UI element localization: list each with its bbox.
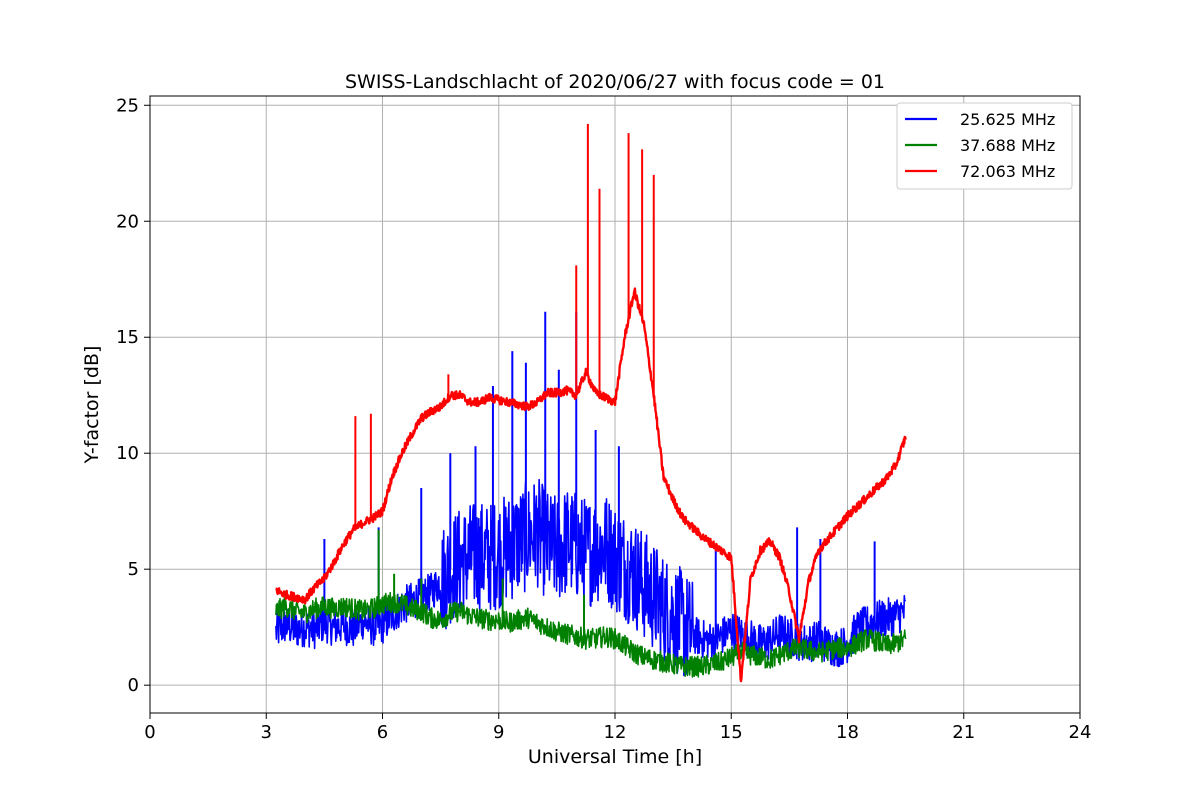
series-line bbox=[275, 591, 907, 678]
x-tick-label: 24 bbox=[1069, 722, 1092, 743]
x-tick-label: 9 bbox=[493, 722, 504, 743]
y-tick-label: 25 bbox=[116, 95, 139, 116]
x-axis: 0 3 6 9 12 15 18 21 24 bbox=[144, 713, 1091, 743]
y-tick-label: 20 bbox=[116, 211, 139, 232]
series-line bbox=[275, 287, 907, 683]
legend-box bbox=[896, 102, 1073, 190]
y-tick-label: 10 bbox=[116, 443, 139, 464]
legend-label: 72.063 MHz bbox=[960, 162, 1055, 181]
series-2 bbox=[275, 123, 907, 683]
series-layer bbox=[275, 123, 907, 683]
series-1 bbox=[275, 529, 907, 678]
x-tick-label: 12 bbox=[604, 722, 627, 743]
y-tick-label: 5 bbox=[128, 559, 139, 580]
x-tick-label: 6 bbox=[377, 722, 388, 743]
x-tick-label: 18 bbox=[836, 722, 859, 743]
y-tick-label: 15 bbox=[116, 327, 139, 348]
legend-label: 25.625 MHz bbox=[960, 110, 1055, 129]
plot-area bbox=[149, 95, 1081, 714]
y-tick-label: 0 bbox=[128, 675, 139, 696]
chart-title: SWISS-Landschlacht of 2020/06/27 with fo… bbox=[345, 71, 885, 93]
y-axis: 0 5 10 15 20 25 bbox=[116, 95, 150, 696]
x-tick-label: 15 bbox=[720, 722, 743, 743]
legend-label: 37.688 MHz bbox=[960, 136, 1055, 155]
x-tick-label: 21 bbox=[952, 722, 975, 743]
x-tick-label: 0 bbox=[144, 722, 155, 743]
y-axis-label: Y-factor [dB] bbox=[81, 346, 103, 465]
x-tick-label: 3 bbox=[261, 722, 272, 743]
legend: 25.625 MHz 37.688 MHz 72.063 MHz bbox=[896, 102, 1073, 190]
series-0 bbox=[275, 311, 907, 677]
x-axis-label: Universal Time [h] bbox=[528, 746, 702, 768]
